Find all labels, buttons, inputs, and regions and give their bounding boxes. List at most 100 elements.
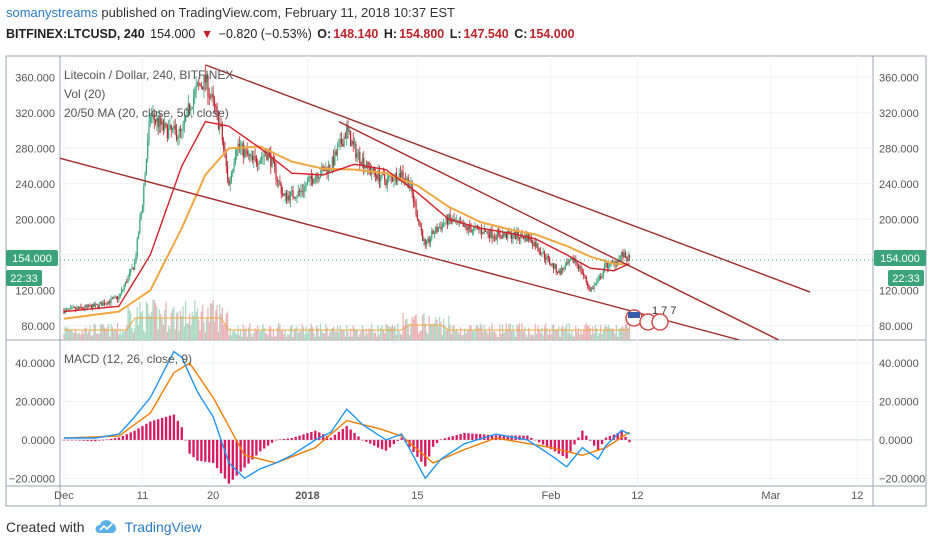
candle-body <box>225 155 227 166</box>
candle-body <box>170 124 172 130</box>
candle-body <box>467 225 470 231</box>
candle-body <box>200 85 202 87</box>
candle-body <box>428 238 430 243</box>
candle-body <box>250 155 252 157</box>
volume-bar <box>525 334 527 340</box>
volume-bar <box>245 327 247 340</box>
candle-body <box>367 161 369 169</box>
candle-body <box>505 232 508 239</box>
volume-bar <box>322 332 324 340</box>
volume-bar <box>195 312 197 340</box>
candle-body <box>181 129 183 131</box>
volume-bar <box>217 332 220 340</box>
volume-bar <box>586 325 589 340</box>
volume-bar <box>251 336 254 340</box>
volume-bar <box>355 329 357 340</box>
volume-bar <box>377 325 379 340</box>
volume-bar <box>308 329 310 340</box>
candle-body <box>182 124 184 130</box>
candle-body <box>297 190 299 197</box>
candle-body <box>238 143 240 147</box>
trendline[interactable] <box>56 157 740 340</box>
candle-body <box>384 174 386 181</box>
candle-body <box>584 275 586 277</box>
candle-body <box>198 82 200 85</box>
candle-body <box>507 230 509 239</box>
volume-bar <box>500 334 502 340</box>
volume-bar <box>346 324 348 340</box>
candle-body <box>321 166 323 175</box>
symbol-label: BITFINEX:LTCUSD, 240 <box>6 27 145 41</box>
volume-bar <box>267 335 269 340</box>
volume-bar <box>382 329 384 340</box>
volume-bar <box>555 330 557 340</box>
volume-bar <box>86 333 89 340</box>
candle-body <box>611 261 614 263</box>
volume-bar <box>626 323 628 340</box>
volume-bar <box>547 334 549 340</box>
macd-histogram-bar <box>263 439 266 449</box>
candle-body <box>102 302 104 306</box>
macd-histogram-bar <box>392 439 396 445</box>
candle-body <box>296 196 298 199</box>
candle-body <box>67 308 69 310</box>
candle-body <box>278 180 280 182</box>
macd-histogram-bar <box>231 439 234 480</box>
volume-bar <box>427 334 429 340</box>
candle-body <box>217 112 220 129</box>
macd-histogram-bar <box>164 416 168 440</box>
volume-bar <box>275 335 277 340</box>
candle-body <box>356 153 358 158</box>
candle-body <box>86 305 89 307</box>
volume-bar <box>216 304 218 340</box>
event-flags[interactable]: 1 7 7 <box>625 305 676 331</box>
candle-body <box>470 228 472 233</box>
volume-bar <box>247 327 250 340</box>
trendline[interactable] <box>338 121 780 340</box>
candle-body <box>161 120 163 125</box>
volume-bar <box>490 331 492 340</box>
volume-bar <box>329 332 331 340</box>
candle-body <box>79 306 81 309</box>
candle-body <box>148 122 150 140</box>
candle-body <box>577 264 580 269</box>
volume-bar <box>343 330 345 340</box>
candle-body <box>65 309 68 310</box>
macd-histogram-bar <box>274 439 278 441</box>
candle-body <box>569 260 572 261</box>
volume-bar <box>309 327 311 340</box>
trendline[interactable] <box>205 64 811 293</box>
volume-bar <box>432 324 434 340</box>
volume-bar <box>339 325 341 340</box>
volume-bar <box>435 317 437 340</box>
tradingview-brand[interactable]: TradingView <box>93 519 202 535</box>
macd-histogram-bar <box>137 428 140 440</box>
macd-histogram-bar <box>62 439 66 441</box>
candle-body <box>178 128 180 137</box>
volume-bar <box>200 311 202 340</box>
candle-body <box>111 298 113 300</box>
volume-bar <box>103 327 106 340</box>
volume-bar <box>203 322 205 340</box>
volume-bar <box>453 325 455 340</box>
volume-bar <box>109 336 111 340</box>
volume-bar <box>590 334 593 340</box>
event-flag-icon[interactable] <box>651 313 669 331</box>
candle-body <box>330 169 332 171</box>
macd-histogram-bar <box>565 439 568 459</box>
candle-body <box>593 284 595 289</box>
volume-bar <box>360 330 362 340</box>
volume-bar <box>336 325 339 340</box>
volume-bar <box>492 331 494 340</box>
volume-bar <box>118 334 120 340</box>
volume-bar <box>508 324 510 340</box>
candle-body <box>301 190 303 192</box>
volume-bar <box>414 315 416 340</box>
low-value: 147.540 <box>463 27 509 41</box>
author-link[interactable]: somanystreams <box>6 5 98 20</box>
volume-bar <box>280 331 282 340</box>
macd-histogram-bar <box>349 429 352 440</box>
volume-bar <box>76 333 78 340</box>
volume-bar <box>96 333 98 340</box>
